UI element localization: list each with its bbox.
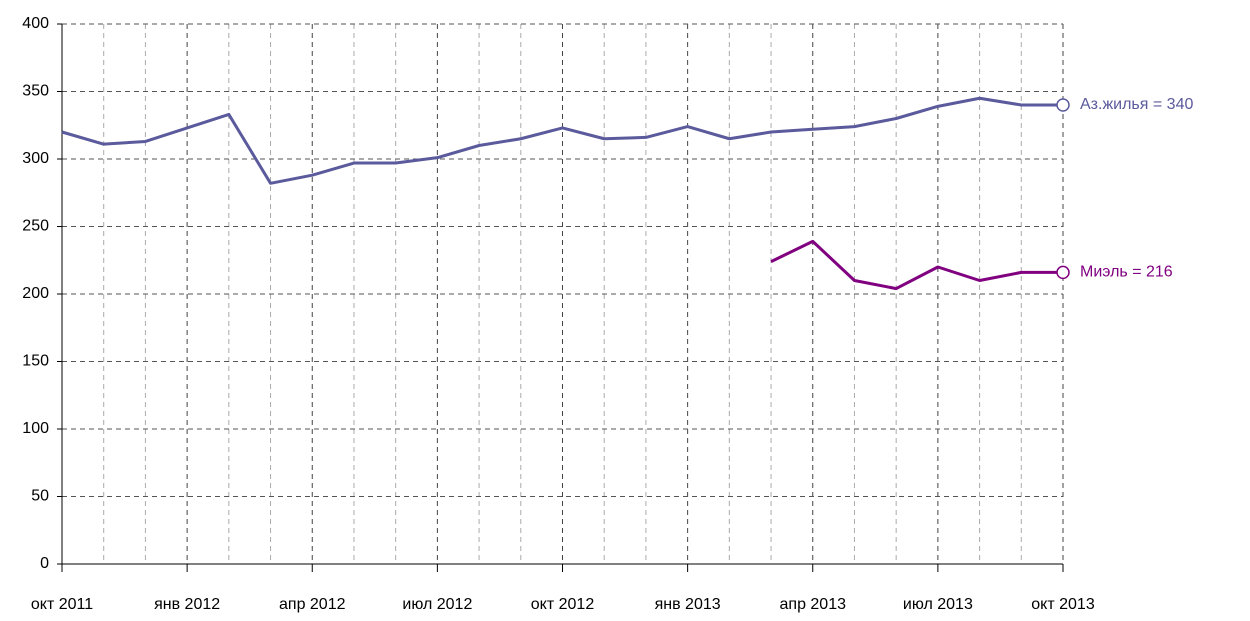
end-marker <box>1056 265 1070 280</box>
y-tick-label: 100 <box>22 420 49 437</box>
y-tick-label: 300 <box>22 150 49 167</box>
y-tick-label: 250 <box>22 218 49 235</box>
x-tick-label: июл 2013 <box>903 596 973 613</box>
end-label: Аз.жилья = 340 <box>1080 96 1193 113</box>
y-tick-label: 350 <box>22 83 49 100</box>
y-tick-label: 150 <box>22 353 49 370</box>
y-tick-label: 50 <box>31 488 49 505</box>
x-tick-label: июл 2012 <box>402 596 472 613</box>
y-tick-label: 400 <box>22 15 49 32</box>
x-tick-label: апр 2013 <box>780 596 847 613</box>
x-tick-label: окт 2013 <box>1031 596 1095 613</box>
x-tick-label: окт 2012 <box>531 596 595 613</box>
series-line <box>61 96 1063 185</box>
end-marker <box>1056 98 1070 112</box>
series-line <box>770 239 1063 291</box>
y-tick-label: 0 <box>40 555 49 572</box>
x-tick-label: янв 2012 <box>154 596 220 613</box>
end-label: Миэль = 216 <box>1080 264 1173 281</box>
x-tick-label: янв 2013 <box>655 596 721 613</box>
y-tick-label: 200 <box>22 285 49 302</box>
x-tick-label: окт 2011 <box>31 596 93 613</box>
x-tick-label: апр 2012 <box>279 596 346 613</box>
